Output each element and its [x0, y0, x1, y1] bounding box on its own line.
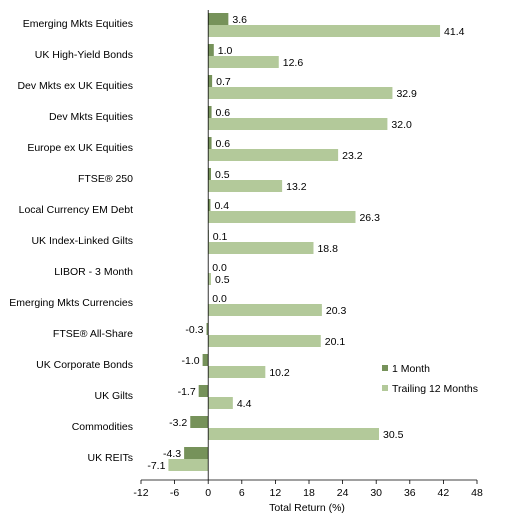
bars-group: [168, 13, 441, 471]
value-label: 0.6: [216, 107, 231, 119]
bar-1-month: [206, 323, 209, 335]
x-tick-label: 36: [404, 487, 416, 499]
x-tick-label: 42: [438, 487, 450, 499]
x-tick-label: 0: [205, 487, 211, 499]
legend: 1 Month Trailing 12 Months: [382, 363, 478, 395]
x-tick-label: 18: [303, 487, 315, 499]
category-label: Dev Mkts ex UK Equities: [17, 80, 133, 92]
bar-trailing-12-months: [208, 304, 322, 316]
category-label: UK Corporate Bonds: [36, 359, 133, 371]
value-label: 20.1: [325, 336, 346, 348]
value-label: -3.2: [169, 417, 187, 429]
value-label: 41.4: [444, 26, 465, 38]
category-label: LIBOR - 3 Month: [54, 266, 133, 278]
category-label: UK High-Yield Bonds: [35, 49, 133, 61]
bar-1-month: [198, 385, 209, 397]
value-label: 0.5: [215, 169, 230, 181]
category-label: UK Gilts: [94, 390, 133, 402]
bar-trailing-12-months: [208, 87, 393, 99]
value-label: -1.0: [182, 355, 200, 367]
x-tick-label: -12: [133, 487, 148, 499]
category-label: FTSE® 250: [78, 173, 133, 185]
legend-label: Trailing 12 Months: [392, 383, 478, 395]
bar-1-month: [208, 137, 212, 149]
bar-1-month: [208, 13, 229, 25]
value-label: 10.2: [269, 367, 290, 379]
x-tick-label: 24: [337, 487, 349, 499]
category-label: Emerging Mkts Equities: [23, 18, 133, 30]
value-label: -1.7: [178, 386, 196, 398]
value-label: 12.6: [283, 57, 304, 69]
x-tick-label: 30: [370, 487, 382, 499]
value-label: 23.2: [342, 150, 363, 162]
value-label: 32.0: [391, 119, 412, 131]
bar-1-month: [184, 447, 209, 459]
value-label: 18.8: [317, 243, 338, 255]
value-label: 30.5: [383, 429, 404, 441]
bar-trailing-12-months: [208, 335, 321, 347]
bar-trailing-12-months: [208, 273, 211, 285]
value-label: 13.2: [286, 181, 307, 193]
value-label: -0.3: [185, 324, 203, 336]
bar-trailing-12-months: [168, 459, 209, 471]
category-label: Europe ex UK Equities: [27, 142, 133, 154]
value-label: 0.5: [215, 274, 230, 286]
category-label: Local Currency EM Debt: [19, 204, 133, 216]
bar-trailing-12-months: [208, 118, 388, 130]
value-label: 32.9: [396, 88, 417, 100]
value-labels: 3.6 41.4 1.0 12.6 0.7 32.9 0.6 32.0 0.6 23.2 0.5 13…: [147, 14, 464, 472]
bar-trailing-12-months: [208, 242, 314, 254]
bar-1-month: [208, 106, 212, 118]
value-label: 0.4: [214, 200, 229, 212]
value-label: 3.6: [232, 14, 247, 26]
bar-trailing-12-months: [208, 180, 283, 192]
bar-1-month: [202, 354, 209, 366]
bar-1-month: [190, 416, 209, 428]
value-label: 0.1: [213, 231, 228, 243]
category-label: FTSE® All-Share: [53, 328, 133, 340]
bar-trailing-12-months: [208, 397, 233, 409]
bar-trailing-12-months: [208, 211, 356, 223]
value-label: 0.0: [212, 262, 227, 274]
category-label: Emerging Mkts Currencies: [9, 297, 133, 309]
category-label: Dev Mkts Equities: [49, 111, 133, 123]
value-label: 1.0: [218, 45, 233, 57]
value-label: 0.6: [216, 138, 231, 150]
bar-1-month: [208, 44, 214, 56]
x-tick-label: -6: [170, 487, 179, 499]
category-label: UK REITs: [87, 452, 133, 464]
value-label: -4.3: [163, 448, 181, 460]
legend-label: 1 Month: [392, 363, 430, 375]
value-label: -7.1: [147, 460, 165, 472]
bar-trailing-12-months: [208, 56, 279, 68]
x-tick-label: 48: [471, 487, 483, 499]
bar-1-month: [208, 199, 211, 211]
bar-trailing-12-months: [208, 25, 441, 37]
category-labels: Emerging Mkts Equities UK High-Yield Bond…: [9, 18, 133, 464]
x-tick-label: 12: [270, 487, 282, 499]
bar-1-month: [208, 75, 213, 87]
value-label: 4.4: [237, 398, 252, 410]
value-label: 26.3: [359, 212, 380, 224]
category-label: Commodities: [72, 421, 133, 433]
value-label: 0.7: [216, 76, 231, 88]
value-label: 20.3: [326, 305, 347, 317]
bar-1-month: [208, 168, 211, 180]
x-axis-title: Total Return (%): [269, 502, 345, 514]
value-label: 0.0: [212, 293, 227, 305]
x-tick-label: 6: [239, 487, 245, 499]
legend-swatch: [382, 385, 388, 391]
legend-swatch: [382, 365, 388, 371]
bar-trailing-12-months: [208, 428, 379, 440]
x-axis: -12 -6 0 6 12 18 24 30 36 42 48: [133, 10, 483, 499]
bar-trailing-12-months: [208, 149, 339, 161]
category-label: UK Index-Linked Gilts: [31, 235, 133, 247]
bar-trailing-12-months: [208, 366, 266, 378]
